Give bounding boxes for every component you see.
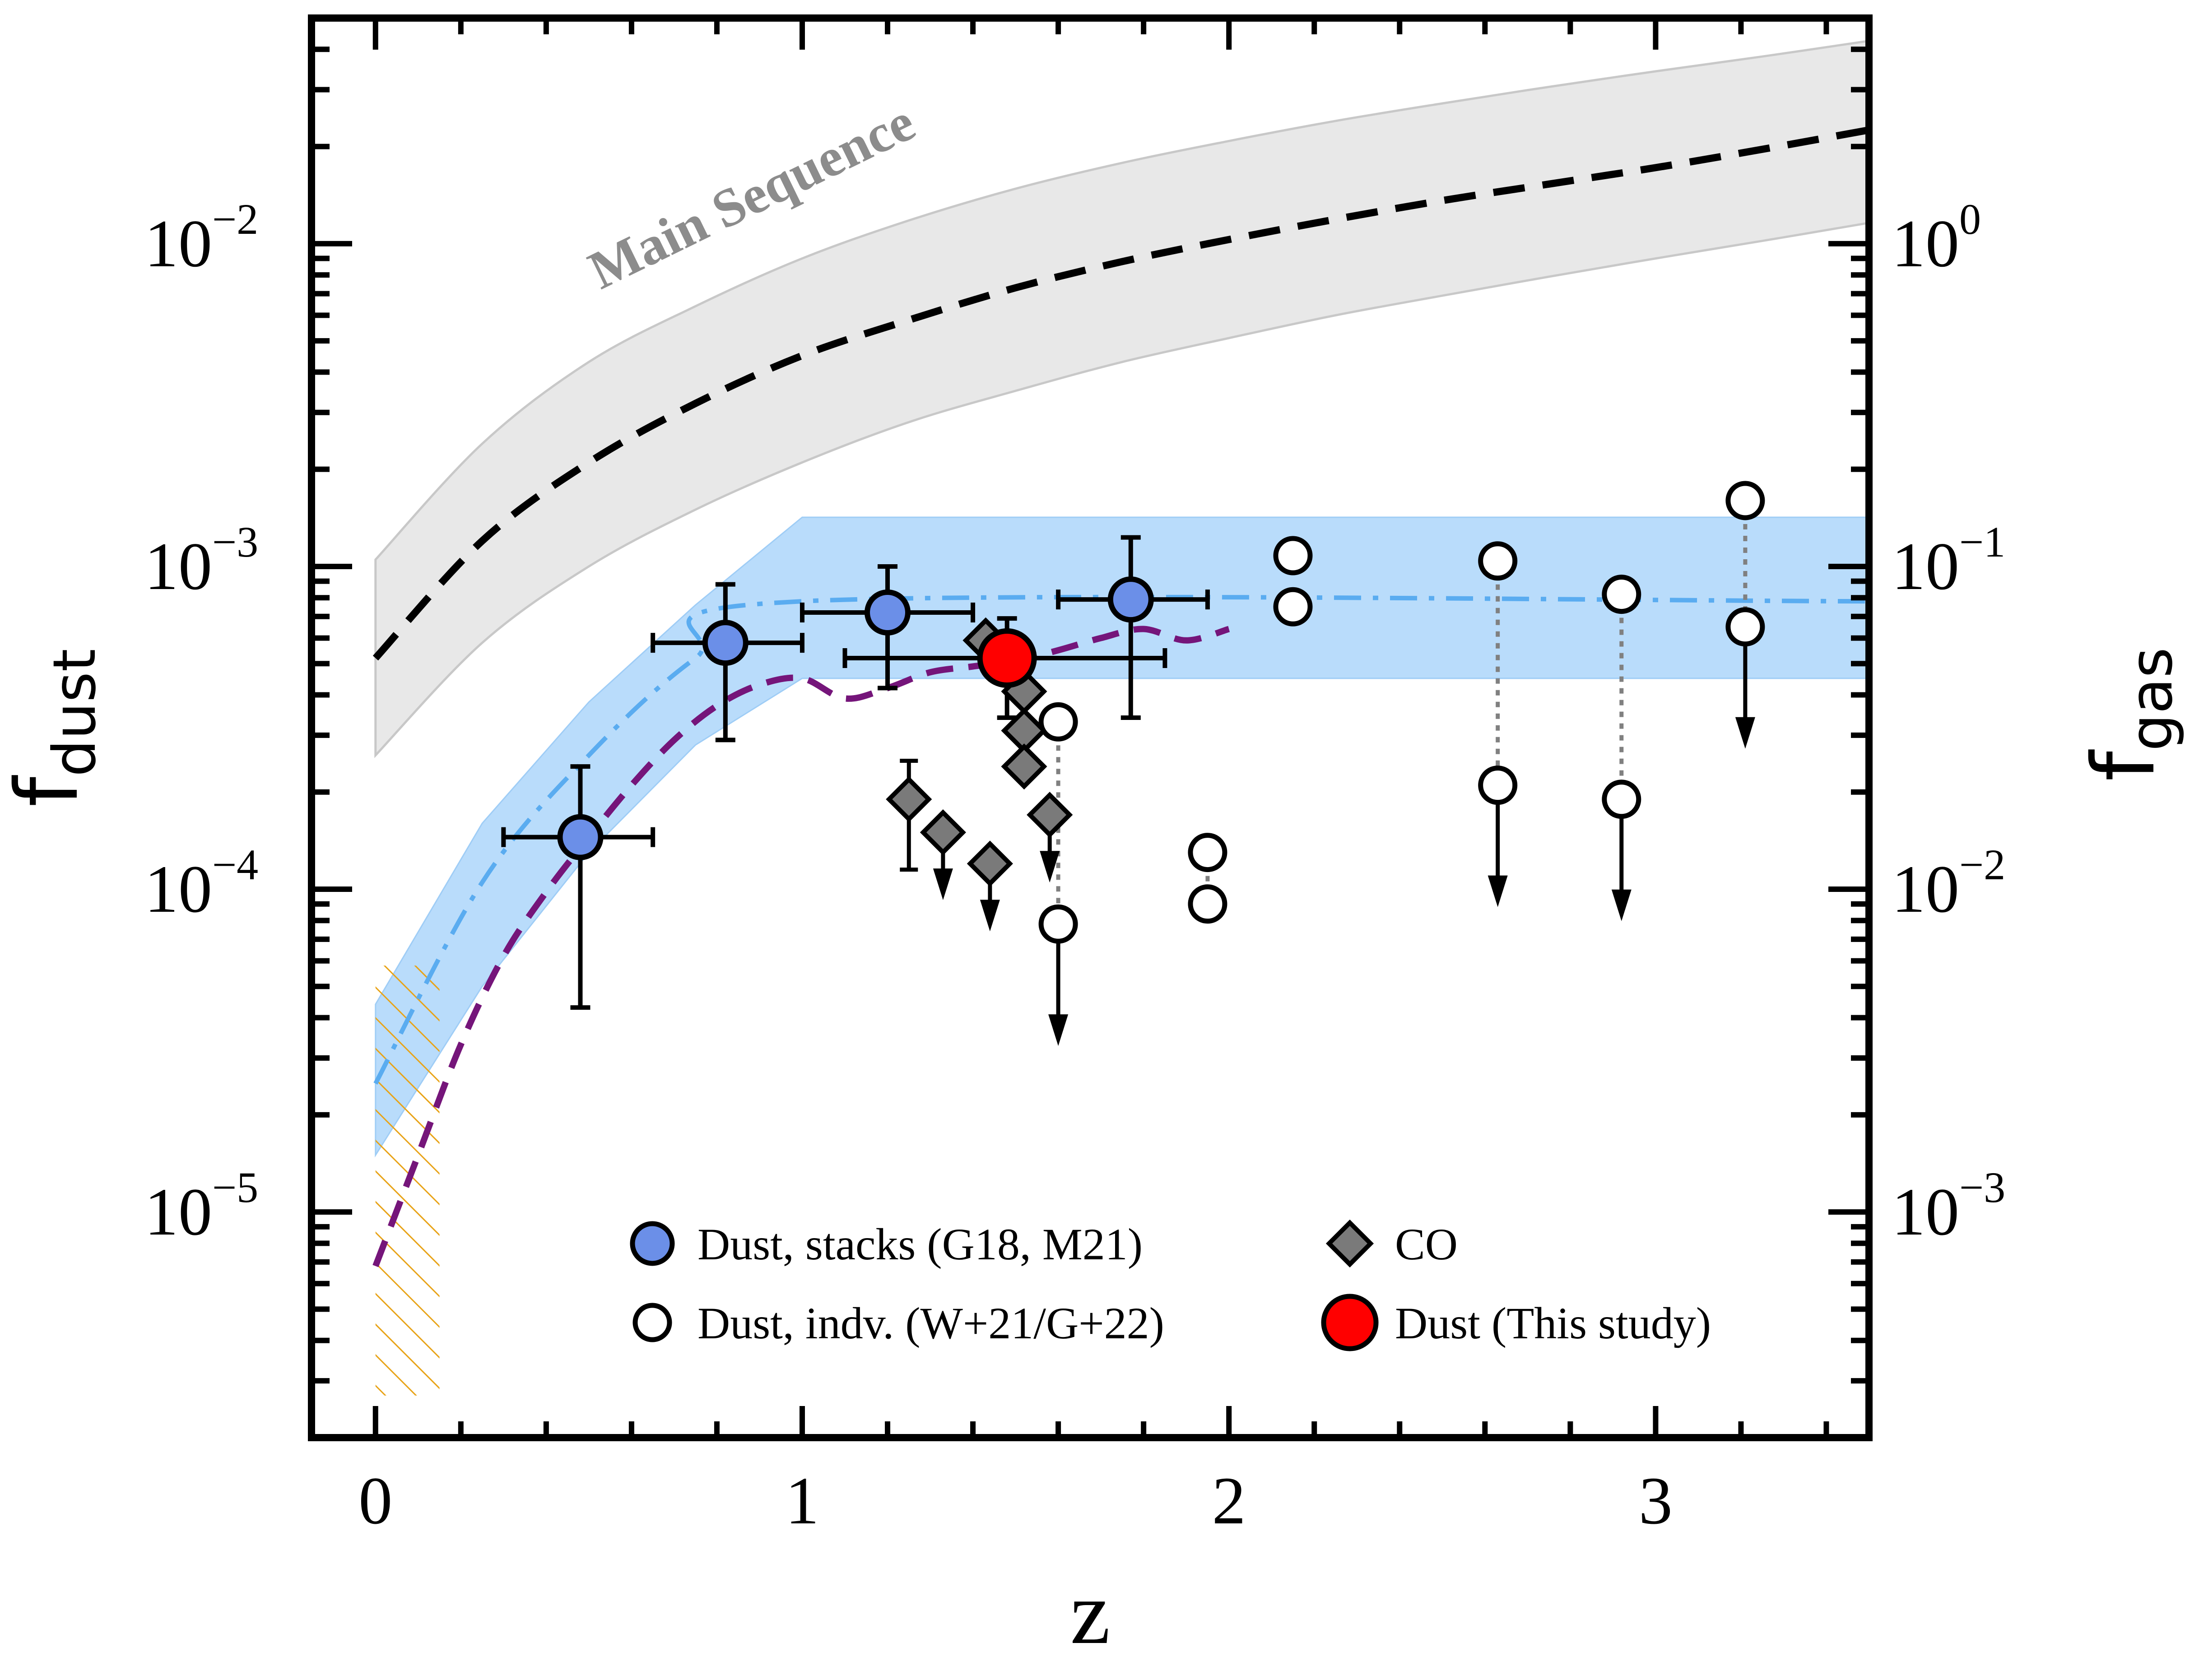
y-tick-label-1: 10−4 <box>144 840 258 927</box>
main-sequence-band <box>374 39 1869 758</box>
y2-tick-label-3: 100 <box>1892 195 1981 281</box>
individual-marker-2 <box>1188 833 1227 872</box>
x-tick-label-2: 2 <box>1212 1463 1246 1538</box>
y2-tick-label-2: 10−1 <box>1892 518 2005 604</box>
individual-marker-11 <box>1725 607 1765 647</box>
individual-marker-7 <box>1478 766 1518 805</box>
legend-item-0: Dust, stacks (G18, M21) <box>630 1219 1143 1269</box>
y-tick-label-3: 10−2 <box>144 195 258 281</box>
x-axis-title: z <box>1070 1563 1111 1663</box>
model-band <box>375 516 1869 1158</box>
y2-tick-label-1: 10−2 <box>1892 840 2005 927</box>
x-tick-label-3: 3 <box>1639 1463 1673 1538</box>
purple-model-line <box>372 626 1230 1267</box>
individual-marker-9 <box>1602 780 1641 819</box>
individual-marker-10 <box>1725 481 1765 520</box>
co-marker-1 <box>920 809 966 856</box>
co-marker-0 <box>886 776 932 822</box>
stack-marker-0 <box>557 814 604 860</box>
legend-marker-0 <box>630 1221 675 1266</box>
legend-label-3: Dust (This study) <box>1395 1298 1711 1348</box>
individual-marker-8 <box>1602 575 1641 614</box>
y2-axis-title: fgas <box>2074 647 2185 781</box>
stack-errorbar-0 <box>501 764 656 1010</box>
plot-area <box>372 39 1869 1396</box>
co-upper-limit-arrow-7-head <box>1040 851 1060 883</box>
stack-marker-2 <box>865 589 911 636</box>
individual-upper-limit-arrow-1-head <box>1048 1014 1069 1046</box>
x-tick-label-0: 0 <box>358 1463 392 1538</box>
stack-marker-3 <box>1107 576 1154 623</box>
stack-marker-1 <box>702 620 748 666</box>
co-upper-limit-arrow-2-head <box>980 900 1000 932</box>
legend-item-3: Dust (This study) <box>1321 1294 1711 1351</box>
individual-marker-0 <box>1038 702 1078 742</box>
individual-upper-limit-arrow-11-head <box>1735 717 1755 749</box>
x-tick-label-1: 1 <box>785 1463 819 1538</box>
model-median-line <box>373 594 1869 1085</box>
main-sequence-median-line <box>372 126 1869 661</box>
y-tick-label-0: 10−5 <box>144 1163 258 1249</box>
plot-frame <box>308 14 1873 1441</box>
co-marker-7 <box>1027 792 1073 838</box>
individual-marker-5 <box>1273 587 1313 627</box>
co-marker-2 <box>967 840 1013 887</box>
legend-item-2: Dust, indv. (W+21/G+22) <box>632 1298 1164 1348</box>
legend-item-1: CO <box>1325 1219 1458 1269</box>
legend-label-2: Dust, indv. (W+21/G+22) <box>697 1298 1164 1348</box>
individual-marker-3 <box>1188 884 1227 924</box>
y-axis-title: fdust <box>0 649 109 807</box>
co-marker-6 <box>1001 743 1047 790</box>
co-upper-limit-arrow-1-head <box>933 868 953 900</box>
individual-upper-limit-arrow-7-head <box>1488 875 1508 907</box>
individual-marker-1 <box>1038 904 1078 944</box>
individual-marker-4 <box>1273 536 1313 575</box>
individual-upper-limit-arrow-9-head <box>1611 889 1632 921</box>
legend-label-0: Dust, stacks (G18, M21) <box>697 1219 1143 1269</box>
legend-marker-3 <box>1321 1294 1379 1351</box>
legend-label-1: CO <box>1395 1219 1458 1269</box>
legend-marker-1 <box>1325 1219 1374 1268</box>
individual-marker-6 <box>1478 541 1518 581</box>
legend-marker-2 <box>632 1303 672 1342</box>
y-tick-label-2: 10−3 <box>144 518 258 604</box>
this-study-marker <box>977 628 1037 688</box>
y2-tick-label-0: 10−3 <box>1892 1163 2005 1249</box>
